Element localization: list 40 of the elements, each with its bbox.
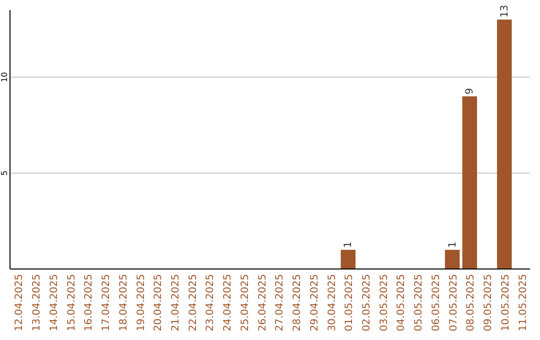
x-tick-label: 09.05.2025 xyxy=(483,274,494,332)
x-tick-label: 11.05.2025 xyxy=(518,274,529,332)
bar xyxy=(340,250,356,269)
x-tick-label: 01.05.2025 xyxy=(344,274,356,332)
x-tick-label: 15.04.2025 xyxy=(66,274,78,332)
x-tick-label: 30.04.2025 xyxy=(326,274,338,332)
x-tick-label: 25.04.2025 xyxy=(240,274,251,332)
y-tick-label: 5 xyxy=(0,170,9,176)
x-tick-label: 05.05.2025 xyxy=(414,274,425,332)
bar xyxy=(444,250,460,269)
x-tick-label: 28.04.2025 xyxy=(292,274,304,332)
x-tick-label: 04.05.2025 xyxy=(396,274,408,332)
x-tick-label: 17.04.2025 xyxy=(101,274,112,332)
x-tick-label: 08.05.2025 xyxy=(466,274,477,332)
x-tick-label: 27.04.2025 xyxy=(274,274,286,332)
x-tick-label: 12.04.2025 xyxy=(14,274,26,332)
x-tick-label: 20.04.2025 xyxy=(153,274,164,332)
data-label: 1 xyxy=(447,241,458,248)
x-tick-label: 24.04.2025 xyxy=(222,274,234,332)
x-tick-label: 29.04.2025 xyxy=(309,274,320,332)
bar xyxy=(497,20,512,269)
x-tick-label: 10.05.2025 xyxy=(500,274,512,332)
x-tick-label: 23.04.2025 xyxy=(205,274,216,332)
x-tick-label: 03.05.2025 xyxy=(378,274,390,332)
data-label: 9 xyxy=(464,88,476,94)
data-label: 13 xyxy=(499,4,510,18)
data-label: 1 xyxy=(343,241,354,248)
x-tick-label: 16.04.2025 xyxy=(84,274,95,332)
x-tick-label: 02.05.2025 xyxy=(361,274,372,332)
x-tick-label: 18.04.2025 xyxy=(118,274,130,332)
bar xyxy=(462,96,478,269)
x-tick-label: 07.05.2025 xyxy=(448,274,460,332)
x-tick-label: 22.04.2025 xyxy=(188,274,199,332)
x-tick-label: 06.05.2025 xyxy=(430,274,442,332)
x-tick-label: 14.04.2025 xyxy=(48,274,60,332)
y-tick-label: 10 xyxy=(0,72,9,82)
x-tick-label: 19.04.2025 xyxy=(136,274,147,332)
x-tick-label: 26.04.2025 xyxy=(257,274,268,332)
x-tick-label: 21.04.2025 xyxy=(170,274,182,332)
x-tick-label: 13.04.2025 xyxy=(32,274,43,332)
